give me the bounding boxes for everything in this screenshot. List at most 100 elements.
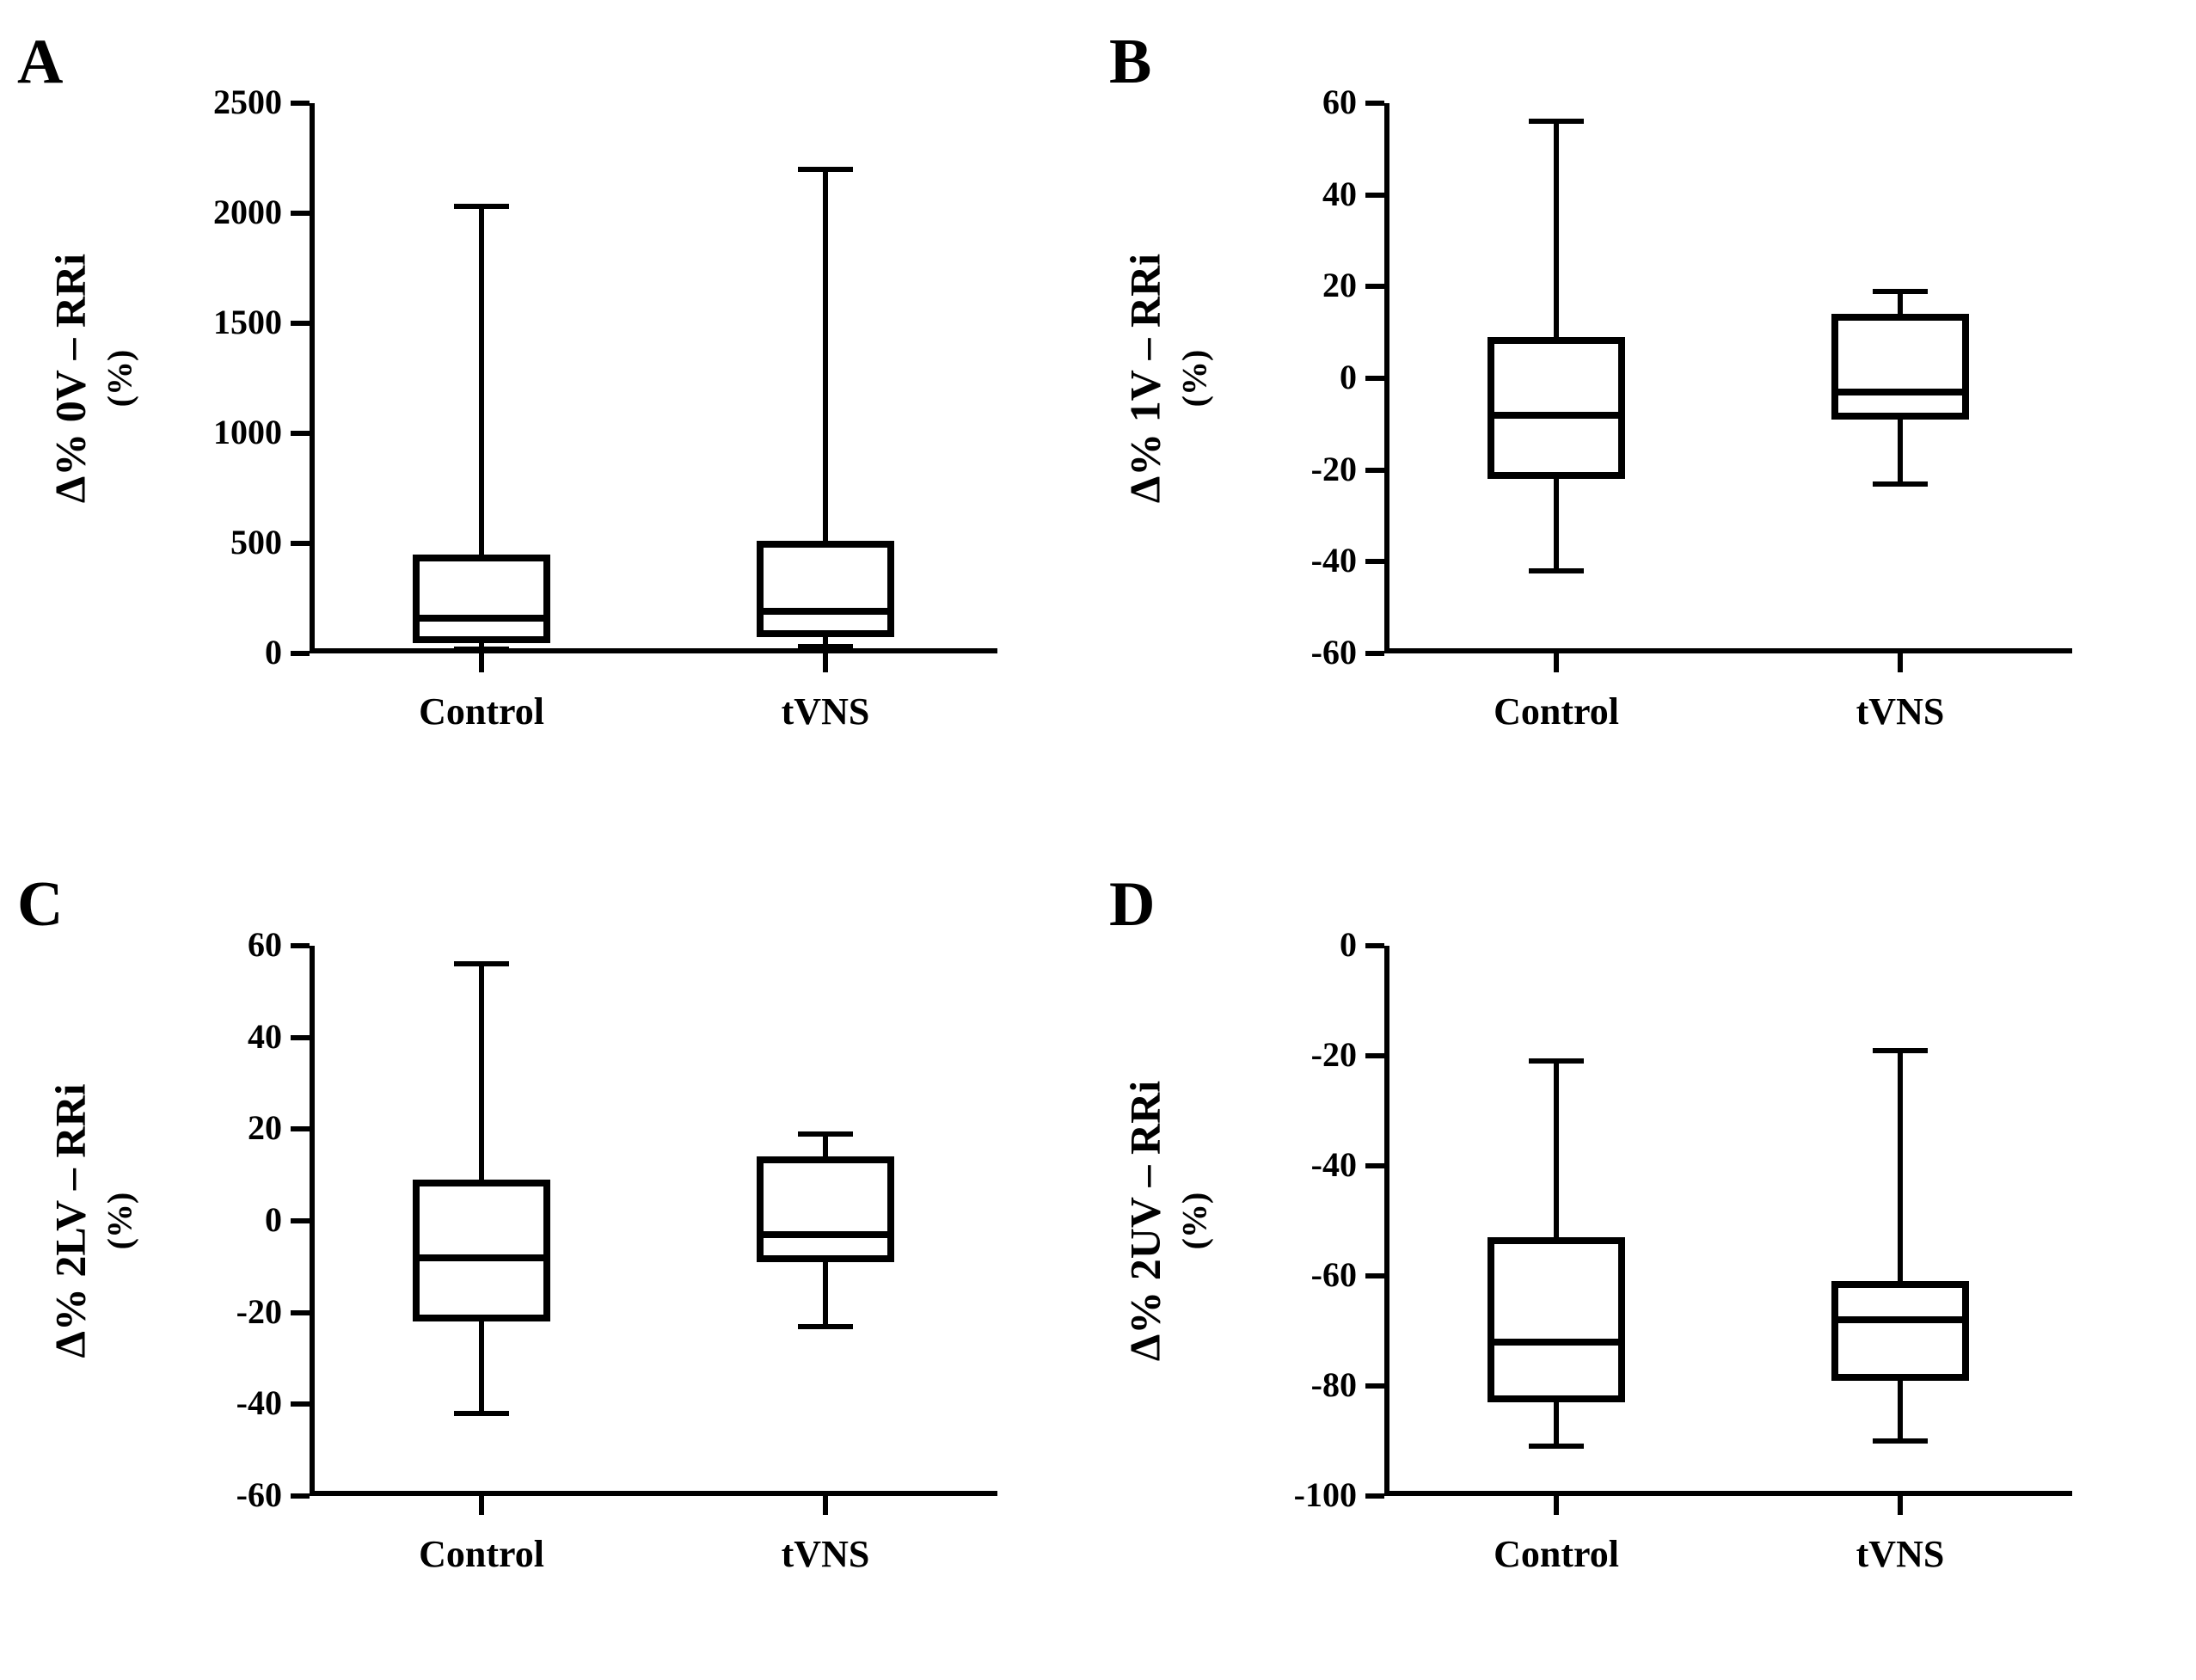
y-tick-label: -20 <box>1228 449 1357 489</box>
boxplot-cap-lower <box>1529 568 1584 573</box>
x-tick <box>1898 653 1903 672</box>
y-tick <box>1365 559 1384 564</box>
x-category-label: tVNS <box>782 690 870 733</box>
x-tick <box>1554 653 1559 672</box>
y-tick-label: -60 <box>1228 632 1357 672</box>
boxplot-box <box>1831 314 1969 420</box>
boxplot-cap-lower <box>798 644 853 649</box>
plot-c: -60-40-200204060ControltVNS <box>310 946 997 1496</box>
y-tick <box>1365 193 1384 198</box>
boxplot-median <box>1488 412 1625 419</box>
y-tick-label: 1500 <box>153 302 282 342</box>
y-axis-label-main: Δ% 2UV – RRi <box>1122 1081 1169 1361</box>
boxplot-median <box>1831 1316 1969 1323</box>
y-tick <box>1365 1493 1384 1499</box>
y-tick <box>1365 1163 1384 1168</box>
y-axis-label: Δ% 2UV – RRi(%) <box>1122 1081 1214 1361</box>
boxplot-whisker-upper <box>1554 1061 1559 1237</box>
y-tick <box>1365 943 1384 948</box>
y-axis <box>310 103 315 653</box>
y-tick <box>291 211 310 216</box>
y-tick-label: 0 <box>1228 924 1357 965</box>
y-tick-label: 1000 <box>153 412 282 452</box>
y-axis-label-unit: (%) <box>1176 350 1214 408</box>
y-tick <box>1365 101 1384 106</box>
boxplot-cap-lower <box>454 647 509 652</box>
y-tick-label: -60 <box>153 1475 282 1515</box>
y-tick-label: 0 <box>153 632 282 672</box>
y-tick-label: 60 <box>1228 82 1357 122</box>
y-axis-label-unit: (%) <box>101 1193 139 1250</box>
boxplot-cap-upper <box>798 167 853 172</box>
y-tick <box>291 1126 310 1131</box>
boxplot-box <box>757 1156 894 1262</box>
boxplot-whisker-upper <box>1898 291 1903 315</box>
y-tick <box>291 1401 310 1407</box>
y-tick <box>291 541 310 546</box>
y-tick <box>291 1310 310 1315</box>
boxplot-whisker-upper <box>479 206 484 554</box>
boxplot-box <box>1488 337 1625 479</box>
x-category-label: Control <box>1494 1532 1619 1576</box>
y-axis-label-main: Δ% 1V – RRi <box>1122 254 1169 503</box>
y-tick <box>1365 1273 1384 1278</box>
boxplot-cap-lower <box>454 1411 509 1416</box>
x-category-label: tVNS <box>1856 690 1945 733</box>
x-tick <box>479 1496 484 1515</box>
plot-b: -60-40-200204060ControltVNS <box>1384 103 2072 653</box>
y-axis <box>310 946 315 1496</box>
y-axis-label: Δ% 2LV – RRi(%) <box>47 1084 139 1358</box>
x-tick <box>823 1496 828 1515</box>
y-axis-label-unit: (%) <box>1176 1193 1214 1250</box>
panel-label-a: A <box>17 26 63 99</box>
y-tick-label: -40 <box>1228 540 1357 580</box>
y-tick <box>1365 376 1384 381</box>
x-axis <box>1384 1491 2072 1496</box>
y-tick-label: 40 <box>1228 174 1357 214</box>
y-tick-label: 0 <box>153 1199 282 1240</box>
y-tick <box>291 431 310 436</box>
y-tick <box>1365 468 1384 473</box>
y-tick-label: 20 <box>1228 265 1357 305</box>
y-tick <box>1365 284 1384 289</box>
boxplot-cap-upper <box>1529 1058 1584 1064</box>
y-tick-label: 2500 <box>153 82 282 122</box>
boxplot-cap-upper <box>1873 1048 1928 1053</box>
y-tick-label: -40 <box>153 1383 282 1423</box>
boxplot-box <box>757 541 894 636</box>
boxplot-whisker-lower <box>1898 1381 1903 1441</box>
y-tick-label: -100 <box>1228 1475 1357 1515</box>
boxplot-whisker-upper <box>479 964 484 1180</box>
panel-label-b: B <box>1109 26 1151 99</box>
x-category-label: tVNS <box>782 1532 870 1576</box>
boxplot-cap-lower <box>1873 481 1928 487</box>
y-tick-label: -60 <box>1228 1254 1357 1295</box>
boxplot-cap-lower <box>1873 1438 1928 1444</box>
x-category-label: Control <box>419 1532 544 1576</box>
y-tick <box>291 1218 310 1223</box>
y-tick-label: 2000 <box>153 192 282 232</box>
x-axis <box>1384 648 2072 653</box>
boxplot-whisker-lower <box>479 1321 484 1413</box>
boxplot-box <box>1831 1281 1969 1380</box>
boxplot-whisker-lower <box>1554 479 1559 571</box>
y-tick-label: 0 <box>1228 357 1357 397</box>
boxplot-whisker-lower <box>1898 420 1903 484</box>
boxplot-cap-upper <box>454 204 509 209</box>
x-tick <box>479 653 484 672</box>
boxplot-whisker-lower <box>823 1262 828 1327</box>
boxplot-median <box>1831 389 1969 395</box>
y-tick <box>291 651 310 656</box>
boxplot-median <box>757 608 894 615</box>
panel-label-d: D <box>1109 868 1155 941</box>
y-tick <box>291 321 310 326</box>
plot-d: -100-80-60-40-200ControltVNS <box>1384 946 2072 1496</box>
y-tick-label: 20 <box>153 1107 282 1148</box>
y-axis <box>1384 103 1389 653</box>
boxplot-cap-upper <box>454 961 509 966</box>
panel-label-c: C <box>17 868 63 941</box>
y-tick <box>291 1493 310 1499</box>
x-tick <box>1554 1496 1559 1515</box>
y-tick <box>1365 1053 1384 1058</box>
y-tick-label: -80 <box>1228 1364 1357 1405</box>
